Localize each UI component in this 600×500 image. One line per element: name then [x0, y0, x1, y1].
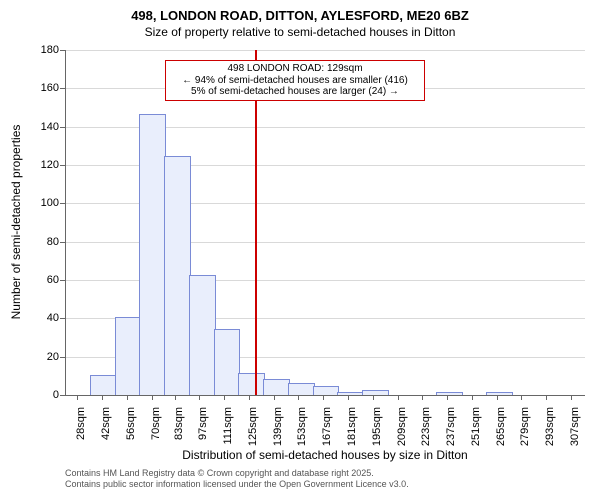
x-tick-label: 237sqm — [445, 407, 457, 446]
y-axis-label: Number of semi-detached properties — [9, 125, 23, 320]
x-tick-label: 195sqm — [371, 407, 383, 446]
x-tick-mark — [546, 395, 547, 400]
histogram-bar — [214, 329, 241, 395]
x-tick-label: 139sqm — [272, 407, 284, 446]
y-tick-label: 120 — [31, 159, 59, 171]
x-tick-mark — [571, 395, 572, 400]
x-axis-label: Distribution of semi-detached houses by … — [182, 448, 467, 462]
footer-line2: Contains public sector information licen… — [65, 479, 409, 490]
x-tick-label: 307sqm — [569, 407, 581, 446]
annotation-line1: 498 LONDON ROAD: 129sqm — [170, 63, 420, 75]
histogram-bar — [263, 379, 290, 395]
grid-line — [65, 50, 585, 51]
y-tick-label: 60 — [31, 274, 59, 286]
y-tick-mark — [60, 242, 65, 243]
histogram-bar — [288, 383, 315, 396]
y-tick-mark — [60, 395, 65, 396]
x-tick-mark — [175, 395, 176, 400]
y-tick-label: 20 — [31, 351, 59, 363]
x-tick-mark — [199, 395, 200, 400]
x-tick-label: 42sqm — [100, 407, 112, 440]
chart-container: 498, LONDON ROAD, DITTON, AYLESFORD, ME2… — [0, 0, 600, 500]
y-tick-mark — [60, 88, 65, 89]
footer-line1: Contains HM Land Registry data © Crown c… — [65, 468, 409, 479]
y-tick-mark — [60, 127, 65, 128]
x-tick-mark — [398, 395, 399, 400]
y-axis-line — [65, 50, 66, 395]
y-tick-label: 180 — [31, 44, 59, 56]
x-tick-label: 28sqm — [75, 407, 87, 440]
x-tick-mark — [348, 395, 349, 400]
y-tick-mark — [60, 280, 65, 281]
x-tick-label: 181sqm — [346, 407, 358, 446]
x-tick-label: 251sqm — [470, 407, 482, 446]
y-tick-mark — [60, 318, 65, 319]
y-tick-mark — [60, 50, 65, 51]
x-tick-label: 265sqm — [495, 407, 507, 446]
histogram-bar — [139, 114, 166, 395]
x-tick-mark — [274, 395, 275, 400]
x-tick-mark — [373, 395, 374, 400]
x-tick-label: 125sqm — [247, 407, 259, 446]
x-tick-label: 111sqm — [222, 407, 234, 445]
histogram-bar — [115, 317, 142, 395]
x-tick-mark — [422, 395, 423, 400]
x-tick-mark — [497, 395, 498, 400]
x-tick-mark — [472, 395, 473, 400]
footer-note: Contains HM Land Registry data © Crown c… — [65, 468, 409, 491]
histogram-bar — [90, 375, 117, 395]
annotation-line2: ← 94% of semi-detached houses are smalle… — [170, 75, 420, 87]
annotation-box: 498 LONDON ROAD: 129sqm← 94% of semi-det… — [165, 60, 425, 101]
chart-title-line2: Size of property relative to semi-detach… — [0, 25, 600, 39]
y-tick-label: 80 — [31, 236, 59, 248]
x-tick-label: 83sqm — [173, 407, 185, 440]
x-axis-line — [65, 395, 585, 396]
annotation-line3: 5% of semi-detached houses are larger (2… — [170, 86, 420, 98]
x-tick-label: 97sqm — [197, 407, 209, 440]
histogram-bar — [189, 275, 216, 395]
x-tick-label: 293sqm — [544, 407, 556, 446]
chart-title-line1: 498, LONDON ROAD, DITTON, AYLESFORD, ME2… — [0, 0, 600, 25]
x-tick-mark — [152, 395, 153, 400]
x-tick-label: 70sqm — [150, 407, 162, 440]
histogram-bar — [164, 156, 191, 395]
x-tick-mark — [249, 395, 250, 400]
x-tick-label: 153sqm — [296, 407, 308, 446]
y-tick-mark — [60, 165, 65, 166]
x-tick-mark — [447, 395, 448, 400]
x-tick-mark — [77, 395, 78, 400]
y-tick-label: 160 — [31, 82, 59, 94]
histogram-bar — [313, 386, 340, 395]
plot-area: 498 LONDON ROAD: 129sqm← 94% of semi-det… — [65, 50, 585, 395]
y-tick-label: 40 — [31, 312, 59, 324]
x-tick-label: 167sqm — [321, 407, 333, 446]
x-tick-mark — [102, 395, 103, 400]
y-tick-label: 0 — [31, 389, 59, 401]
x-tick-label: 209sqm — [396, 407, 408, 446]
x-tick-mark — [521, 395, 522, 400]
histogram-bar — [238, 373, 265, 395]
x-tick-label: 279sqm — [519, 407, 531, 446]
x-tick-mark — [323, 395, 324, 400]
y-tick-mark — [60, 357, 65, 358]
y-tick-label: 100 — [31, 197, 59, 209]
x-tick-mark — [298, 395, 299, 400]
y-tick-label: 140 — [31, 121, 59, 133]
y-tick-mark — [60, 203, 65, 204]
x-tick-label: 56sqm — [125, 407, 137, 440]
x-tick-mark — [224, 395, 225, 400]
x-tick-mark — [127, 395, 128, 400]
marker-line — [255, 50, 257, 395]
x-tick-label: 223sqm — [420, 407, 432, 446]
